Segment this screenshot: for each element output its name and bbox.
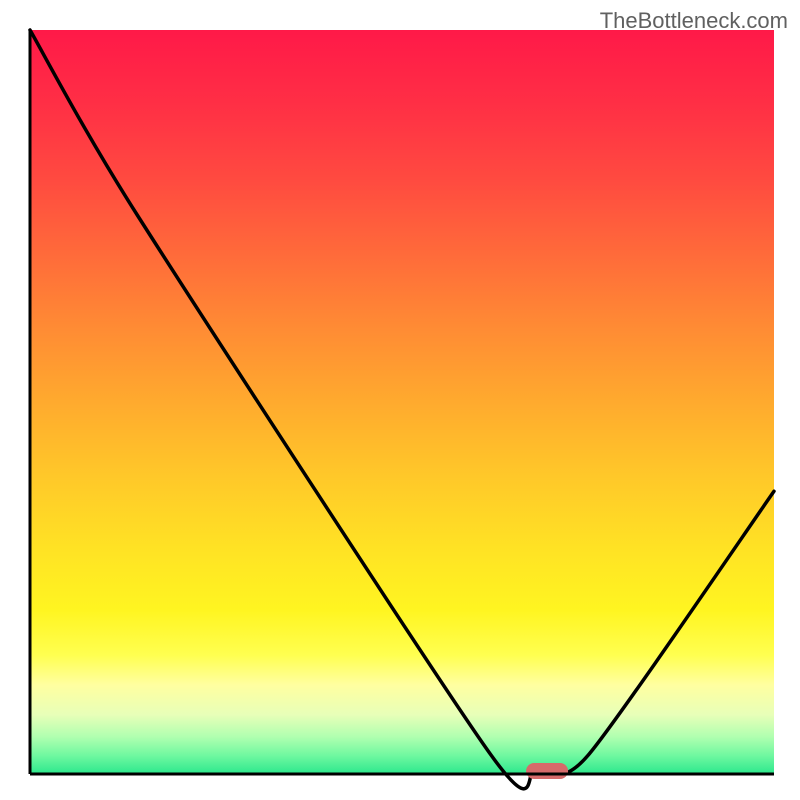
bottleneck-chart: TheBottleneck.com: [0, 0, 800, 800]
watermark-text: TheBottleneck.com: [600, 8, 788, 34]
plot-background: [30, 30, 774, 774]
optimum-marker: [526, 763, 568, 779]
chart-svg: [0, 0, 800, 800]
